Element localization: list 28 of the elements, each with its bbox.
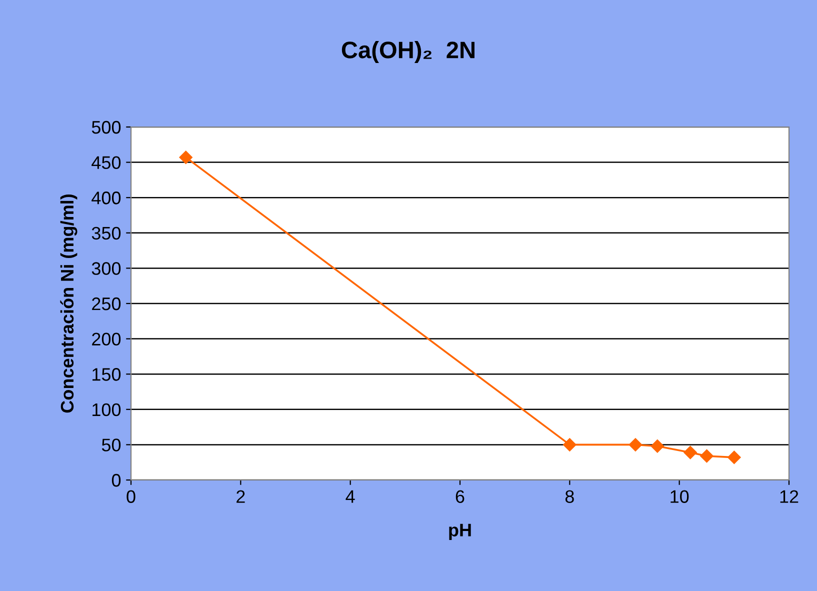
y-tick-label: 50	[102, 438, 121, 452]
point	[628, 438, 642, 452]
y-tick-label: 300	[92, 262, 121, 275]
point	[700, 449, 714, 463]
y-tick-label: 400	[92, 192, 121, 204]
y-tick-label: 200	[92, 332, 121, 346]
y-tick-label: 150	[92, 368, 121, 381]
chart-title: Ca(OH)₂ 2N	[342, 40, 474, 64]
x-tick-label: 0	[126, 490, 136, 503]
y-tick-label: 350	[92, 226, 121, 240]
y-tick-label: 450	[92, 156, 121, 170]
x-axis-title: pH	[449, 524, 471, 540]
x-tick-label: 8	[565, 490, 574, 503]
y-axis-title: Concentración Ni (mg/ml)	[60, 194, 78, 413]
point	[684, 446, 697, 460]
x-tick-label: 10	[670, 490, 689, 503]
point	[179, 150, 192, 164]
y-tick-label: 0	[112, 474, 121, 487]
point	[728, 450, 741, 464]
y-tick-label: 250	[92, 297, 121, 310]
y-tick-label: 100	[92, 403, 121, 416]
point	[563, 438, 576, 452]
x-tick-label: 2	[236, 490, 245, 503]
point	[650, 440, 664, 453]
x-tick-label: 4	[346, 490, 355, 503]
x-tick-label: 6	[456, 490, 464, 503]
x-tick-label: 12	[780, 490, 798, 503]
y-tick-label: 500	[92, 120, 121, 134]
